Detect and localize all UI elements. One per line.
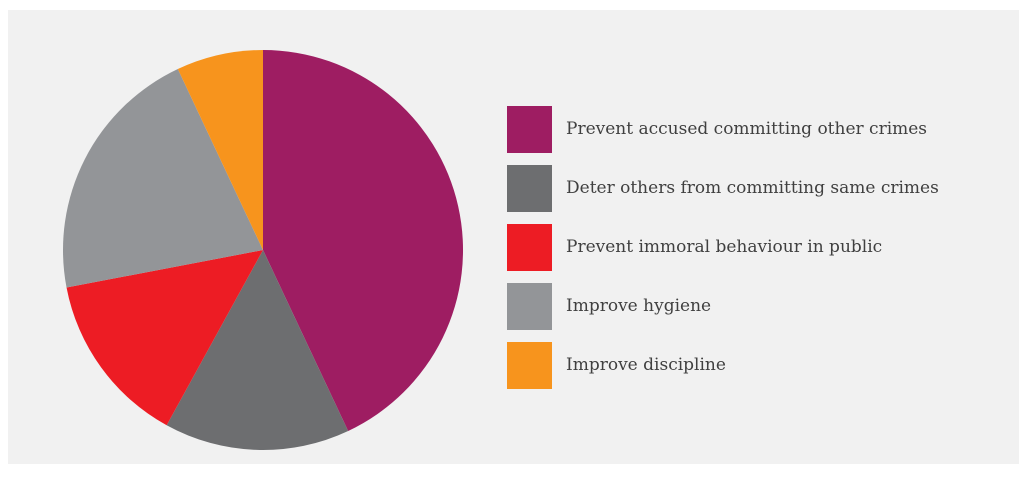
- legend-item: Prevent immoral behaviour in public: [507, 224, 1007, 271]
- legend-label: Deter others from committing same crimes: [566, 178, 939, 198]
- pie-slice: [177, 50, 263, 250]
- pie-slice: [62, 69, 264, 288]
- legend-item: Prevent accused committing other crimes: [507, 106, 1007, 153]
- legend-item: Improve hygiene: [507, 283, 1007, 330]
- legend-label: Prevent immoral behaviour in public: [566, 237, 883, 257]
- pie-slice: [263, 50, 464, 431]
- legend-swatch: [507, 165, 552, 212]
- pie-slices: [62, 50, 464, 451]
- legend-swatch: [507, 342, 552, 389]
- legend-swatch: [507, 283, 552, 330]
- legend-label: Improve hygiene: [566, 296, 712, 316]
- pie-slice: [166, 250, 349, 451]
- legend-swatch: [507, 106, 552, 153]
- legend-label: Prevent accused committing other crimes: [566, 119, 928, 139]
- legend-swatch: [507, 224, 552, 271]
- legend-label: Improve discipline: [566, 355, 726, 375]
- legend: Prevent accused committing other crimes …: [507, 106, 1007, 401]
- legend-item: Improve discipline: [507, 342, 1007, 389]
- pie-slice: [66, 250, 263, 426]
- legend-item: Deter others from committing same crimes: [507, 165, 1007, 212]
- chart-panel: Prevent accused committing other crimes …: [8, 10, 1019, 464]
- pie-chart: [62, 50, 464, 451]
